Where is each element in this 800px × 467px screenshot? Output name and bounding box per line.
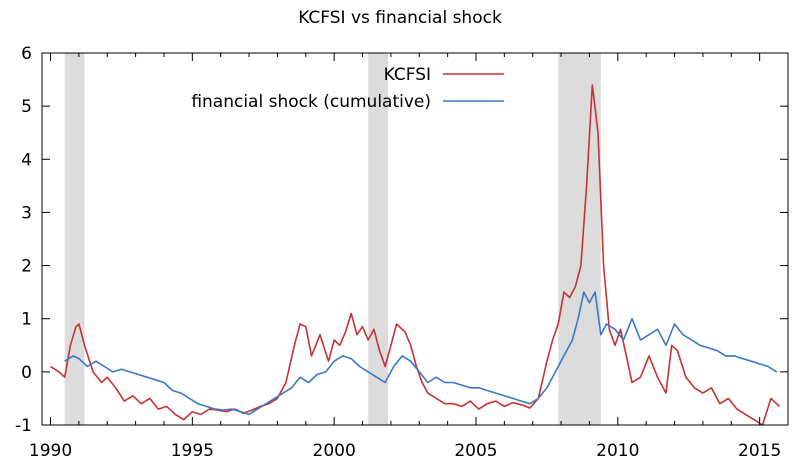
x-tick-label: 1990 bbox=[29, 441, 72, 461]
series-layer bbox=[50, 84, 781, 426]
y-tick-label: 3 bbox=[21, 203, 32, 223]
shaded-period bbox=[64, 53, 85, 425]
legend: KCFSI financial shock (cumulative) bbox=[191, 65, 504, 112]
y-tick-label: 1 bbox=[21, 310, 32, 330]
legend-label: financial shock (cumulative) bbox=[191, 92, 431, 112]
y-tick-label: 2 bbox=[21, 257, 32, 277]
legend-label: KCFSI bbox=[384, 65, 431, 85]
x-tick-label: 2005 bbox=[454, 441, 497, 461]
chart-title: KCFSI vs financial shock bbox=[298, 8, 502, 28]
y-tick-label: 4 bbox=[21, 150, 32, 170]
x-tick-label: 2000 bbox=[313, 441, 356, 461]
shaded-period bbox=[558, 53, 601, 425]
x-tick-label: 2015 bbox=[738, 441, 781, 461]
x-tick-label: 1995 bbox=[171, 441, 214, 461]
y-tick-label: 0 bbox=[21, 363, 32, 383]
x-tick-label: 2010 bbox=[596, 441, 639, 461]
y-tick-label: 5 bbox=[21, 97, 32, 117]
y-tick-label: 6 bbox=[21, 44, 32, 64]
series-line-kcfsi bbox=[50, 84, 781, 426]
y-tick-label: -1 bbox=[15, 416, 32, 436]
axes: -1 0 1 2 3 4 5 6 1990 1995 2000 2005 2010 2015 bbox=[15, 44, 789, 461]
plot-frame bbox=[41, 52, 789, 426]
series-line-financial-shock bbox=[64, 291, 778, 416]
